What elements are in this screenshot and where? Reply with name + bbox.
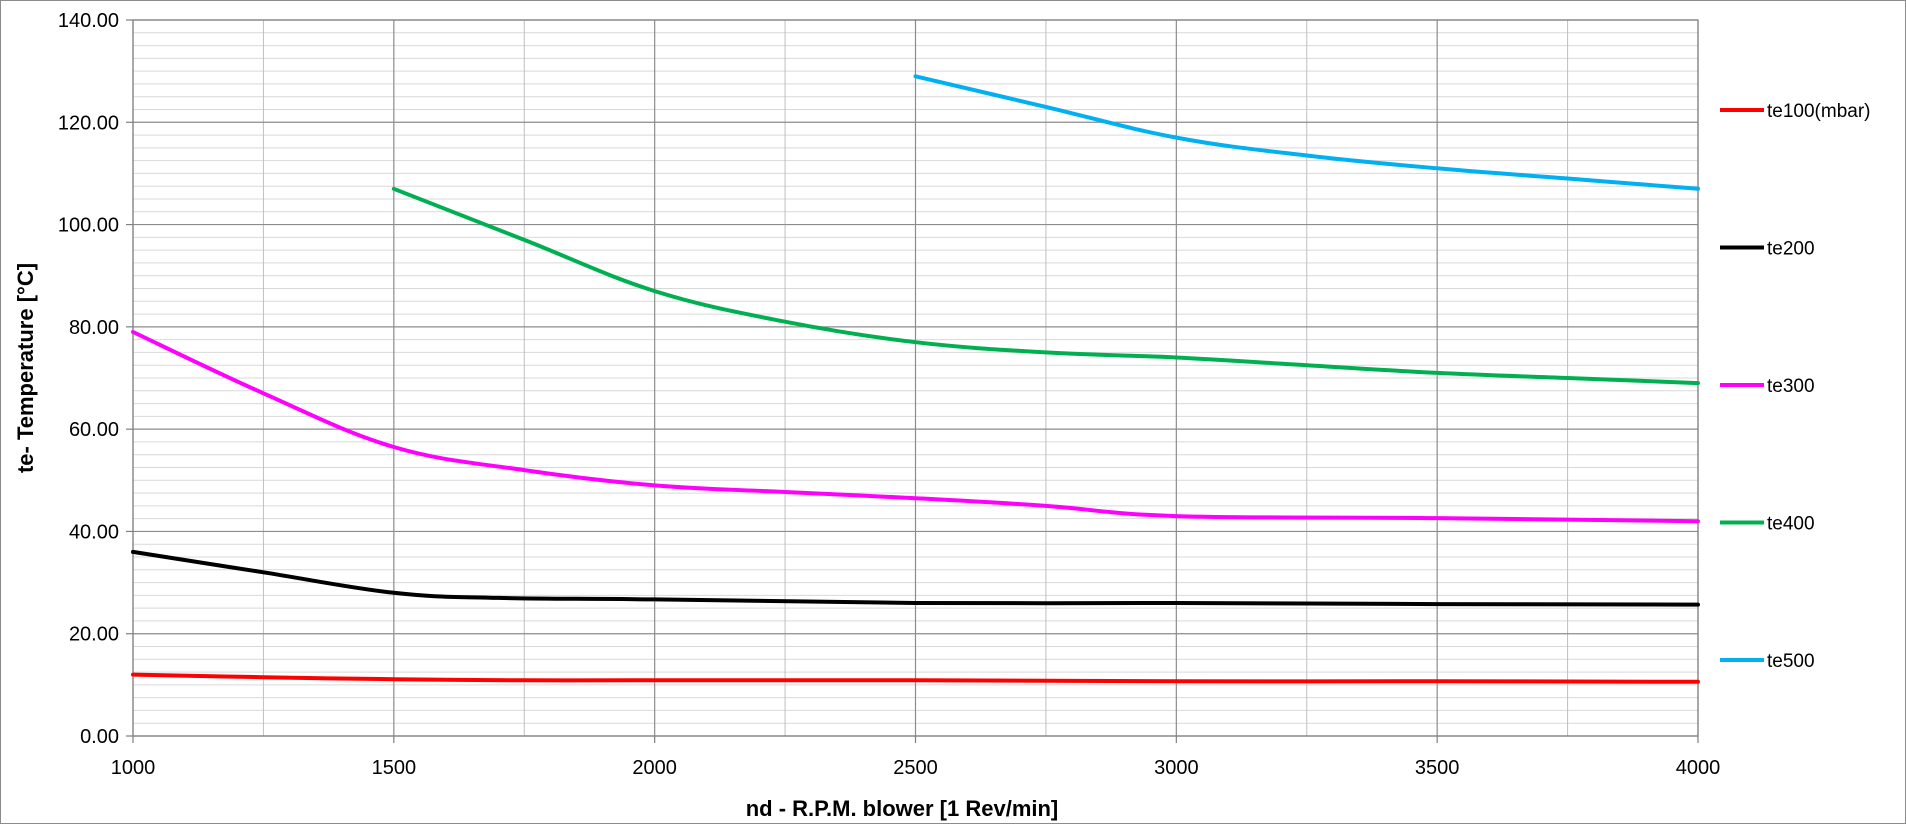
x-tick-label: 1500 <box>372 757 417 779</box>
y-tick-label: 60.00 <box>69 419 119 441</box>
legend: te100(mbar) te200 te300 te400 te500 <box>1720 101 1871 672</box>
series-line-2 <box>131 549 1700 607</box>
y-tick-label: 0.00 <box>80 726 119 748</box>
y-tick-label: 100.00 <box>58 215 119 237</box>
y-axis-title: te- Temperature [°C] <box>13 263 38 473</box>
plot-border <box>132 19 1699 737</box>
x-tick-label: 1000 <box>111 757 156 779</box>
y-tick-label: 40.00 <box>69 521 119 543</box>
series-line-4 <box>391 186 1700 386</box>
legend-label-2: te200 <box>1767 239 1815 260</box>
legend-label-4: te400 <box>1767 514 1815 535</box>
legend-label-3: te300 <box>1767 376 1815 397</box>
x-tick-label: 4000 <box>1676 757 1721 779</box>
y-tick-label: 140.00 <box>58 10 119 32</box>
x-tick-label: 3000 <box>1154 757 1199 779</box>
legend-label-1: te100(mbar) <box>1767 101 1871 122</box>
axes: 0.00 20.00 40.00 60.00 80.00 100.00 120.00 140.… <box>58 10 1720 779</box>
series-line-1 <box>131 672 1700 684</box>
x-axis-title: nd - R.P.M. blower [1 Rev/min] <box>746 796 1059 821</box>
series-line-5 <box>913 74 1700 191</box>
x-tick-label: 3500 <box>1415 757 1460 779</box>
series-line-3 <box>131 330 1700 524</box>
grid <box>132 19 1699 737</box>
y-tick-label: 20.00 <box>69 624 119 646</box>
legend-label-5: te500 <box>1767 651 1815 672</box>
series-lines <box>131 74 1700 684</box>
y-tick-label: 120.00 <box>58 112 119 134</box>
x-tick-label: 2000 <box>632 757 677 779</box>
y-tick-label: 80.00 <box>69 317 119 339</box>
x-tick-label: 2500 <box>893 757 938 779</box>
